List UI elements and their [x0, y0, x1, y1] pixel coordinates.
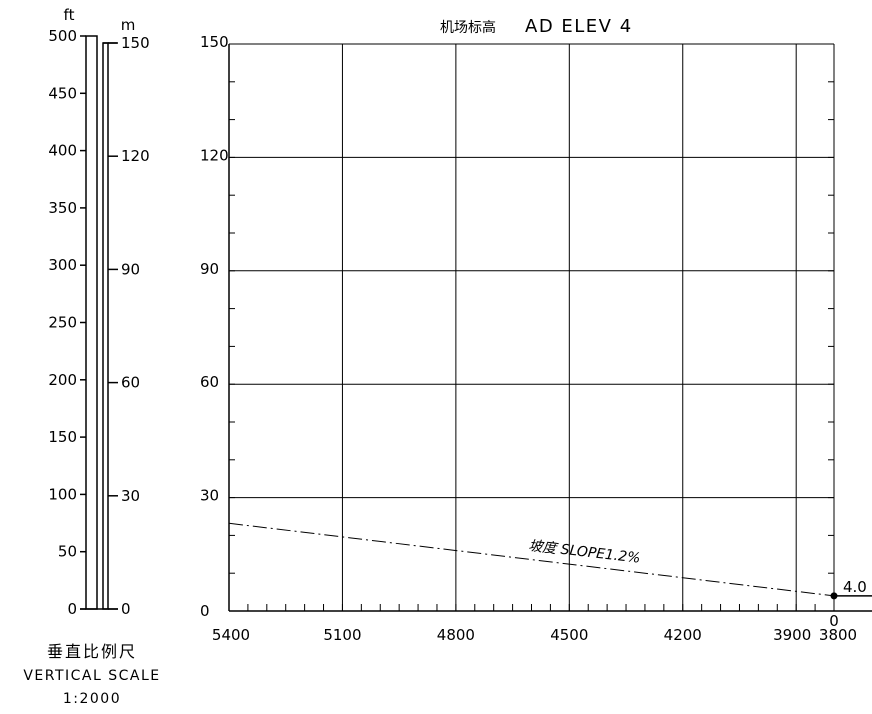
ft-tick-label: 250 [48, 314, 77, 332]
threshold-marker: 0 [829, 612, 839, 630]
x-tick-label: 5400 [212, 626, 250, 644]
ft-tick-label: 450 [48, 84, 77, 102]
ft-tick-label: 350 [48, 199, 77, 217]
m-tick-label: 150 [121, 34, 150, 52]
plot-area: 机场标高 AD ELEV 4 0 30 60 90 120 150 5400 5100 480… [200, 16, 872, 644]
elevation-point [830, 592, 838, 600]
y-tick-label: 60 [200, 373, 219, 391]
grid-lines [229, 43, 834, 611]
y-tick-label: 150 [200, 33, 229, 51]
chart-title-en: AD ELEV 4 [525, 16, 633, 37]
vertical-scale-label-en: VERTICAL SCALE [23, 668, 160, 684]
ft-tick-label: 0 [67, 600, 77, 618]
ft-ticks: 0 50 100 150 200 250 300 350 400 450 500 [48, 27, 86, 618]
ft-tick-label: 150 [48, 428, 77, 446]
m-tick-label: 120 [121, 147, 150, 165]
slope-line [228, 522, 835, 597]
x-tick-label: 5100 [323, 626, 361, 644]
ft-tick-label: 50 [58, 543, 77, 561]
minor-ticks [228, 43, 835, 612]
elevation-label: 4.0 [843, 578, 867, 596]
x-tick-label: 3800 [819, 626, 857, 644]
vertical-scale-ratio: 1:2000 [63, 691, 121, 707]
m-unit-label: m [121, 16, 136, 34]
m-tick-label: 90 [121, 260, 140, 278]
y-tick-labels: 0 30 60 90 120 150 [200, 33, 229, 620]
y-tick-label: 90 [200, 260, 219, 278]
x-tick-label: 4500 [550, 626, 588, 644]
ft-tick-label: 300 [48, 256, 77, 274]
chart-title-cn: 机场标高 [440, 19, 496, 36]
m-scale-bar-outer [102, 42, 109, 610]
ft-tick-label: 500 [48, 27, 77, 45]
slope-label: 坡度 SLOPE1.2% [528, 538, 642, 567]
ft-unit-label: ft [64, 6, 75, 24]
vertical-scale-label-cn: 垂直比例尺 [47, 642, 137, 661]
m-ticks: 0 30 60 90 120 150 [108, 34, 150, 618]
y-tick-label: 120 [200, 146, 229, 164]
y-tick-label: 0 [200, 602, 210, 620]
plot-frame [228, 44, 872, 612]
y-tick-label: 30 [200, 487, 219, 505]
x-tick-label: 4800 [437, 626, 475, 644]
m-tick-label: 60 [121, 374, 140, 392]
x-tick-label: 4200 [664, 626, 702, 644]
ft-tick-label: 200 [48, 371, 77, 389]
ft-tick-label: 400 [48, 142, 77, 160]
m-tick-label: 0 [121, 600, 131, 618]
ft-tick-label: 100 [48, 485, 77, 503]
series-group: 4.0 [228, 522, 872, 600]
x-tick-label: 3900 [773, 626, 811, 644]
vertical-scale: ft m 0 50 100 150 200 250 300 350 400 450 500 0 30 6… [23, 6, 160, 707]
x-tick-labels: 5400 5100 4800 4500 4200 3900 3800 [212, 626, 857, 644]
m-tick-label: 30 [121, 487, 140, 505]
ft-scale-bar-outer [85, 35, 98, 610]
